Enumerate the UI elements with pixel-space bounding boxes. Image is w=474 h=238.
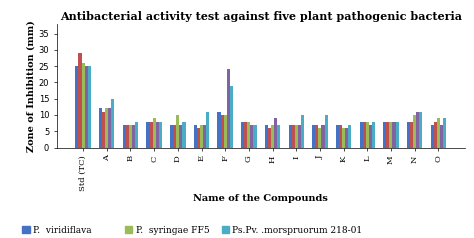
Bar [345,128,348,148]
Bar [339,125,342,148]
Bar [410,122,413,148]
Bar [271,125,274,148]
Bar [135,122,138,148]
Bar [99,109,102,148]
Bar [194,125,197,148]
Bar [123,125,126,148]
Bar [173,125,176,148]
Bar [126,125,129,148]
Bar [348,125,351,148]
Bar [79,53,82,148]
Bar [298,125,301,148]
Bar [102,112,105,148]
Bar [396,122,399,148]
Bar [430,125,434,148]
Bar [336,125,339,148]
Bar [419,112,422,148]
Bar [111,99,115,148]
Bar [241,122,244,148]
Bar [440,125,443,148]
Bar [159,122,162,148]
Bar [407,122,410,148]
Bar [413,115,416,148]
Bar [85,66,88,148]
Bar [105,109,109,148]
Bar [155,122,159,148]
Bar [386,122,390,148]
Bar [437,118,440,148]
Bar [342,128,345,148]
Bar [390,122,392,148]
Y-axis label: Zone of Inhibition (mm): Zone of Inhibition (mm) [27,20,36,152]
Bar [383,122,386,148]
Bar [363,122,366,148]
Bar [247,122,250,148]
Bar [203,125,206,148]
Bar [265,125,268,148]
Bar [176,115,179,148]
Bar [434,122,437,148]
Bar [392,122,396,148]
Bar [315,125,319,148]
Bar [170,125,173,148]
X-axis label: Name of the Compounds: Name of the Compounds [193,194,328,203]
Bar [268,128,271,148]
Bar [292,125,295,148]
Bar [129,125,132,148]
Title: Antibacterial activity test against five plant pathogenic bacteria: Antibacterial activity test against five… [60,11,462,22]
Bar [312,125,315,148]
Bar [224,115,227,148]
Bar [250,125,254,148]
Bar [200,125,203,148]
Bar [369,125,372,148]
Bar [321,125,325,148]
Bar [182,122,185,148]
Bar [244,122,247,148]
Bar [206,112,209,148]
Bar [146,122,149,148]
Bar [220,115,224,148]
Bar [254,125,256,148]
Bar [227,69,230,148]
Bar [149,122,153,148]
Bar [218,112,220,148]
Bar [75,66,79,148]
Legend: P.  viridiflava, P.  cichorii 302699, P.  syringae FF5, P.  syringae 728α, Ps.Pv: P. viridiflava, P. cichorii 302699, P. s… [21,224,365,238]
Bar [153,118,155,148]
Bar [295,125,298,148]
Bar [372,122,375,148]
Bar [325,115,328,148]
Bar [277,125,280,148]
Bar [132,125,135,148]
Bar [301,115,304,148]
Bar [319,128,321,148]
Bar [416,112,419,148]
Bar [360,122,363,148]
Bar [289,125,292,148]
Bar [230,86,233,148]
Bar [82,63,85,148]
Bar [88,66,91,148]
Bar [109,109,111,148]
Bar [274,118,277,148]
Bar [443,118,446,148]
Bar [366,122,369,148]
Bar [179,125,182,148]
Bar [197,128,200,148]
